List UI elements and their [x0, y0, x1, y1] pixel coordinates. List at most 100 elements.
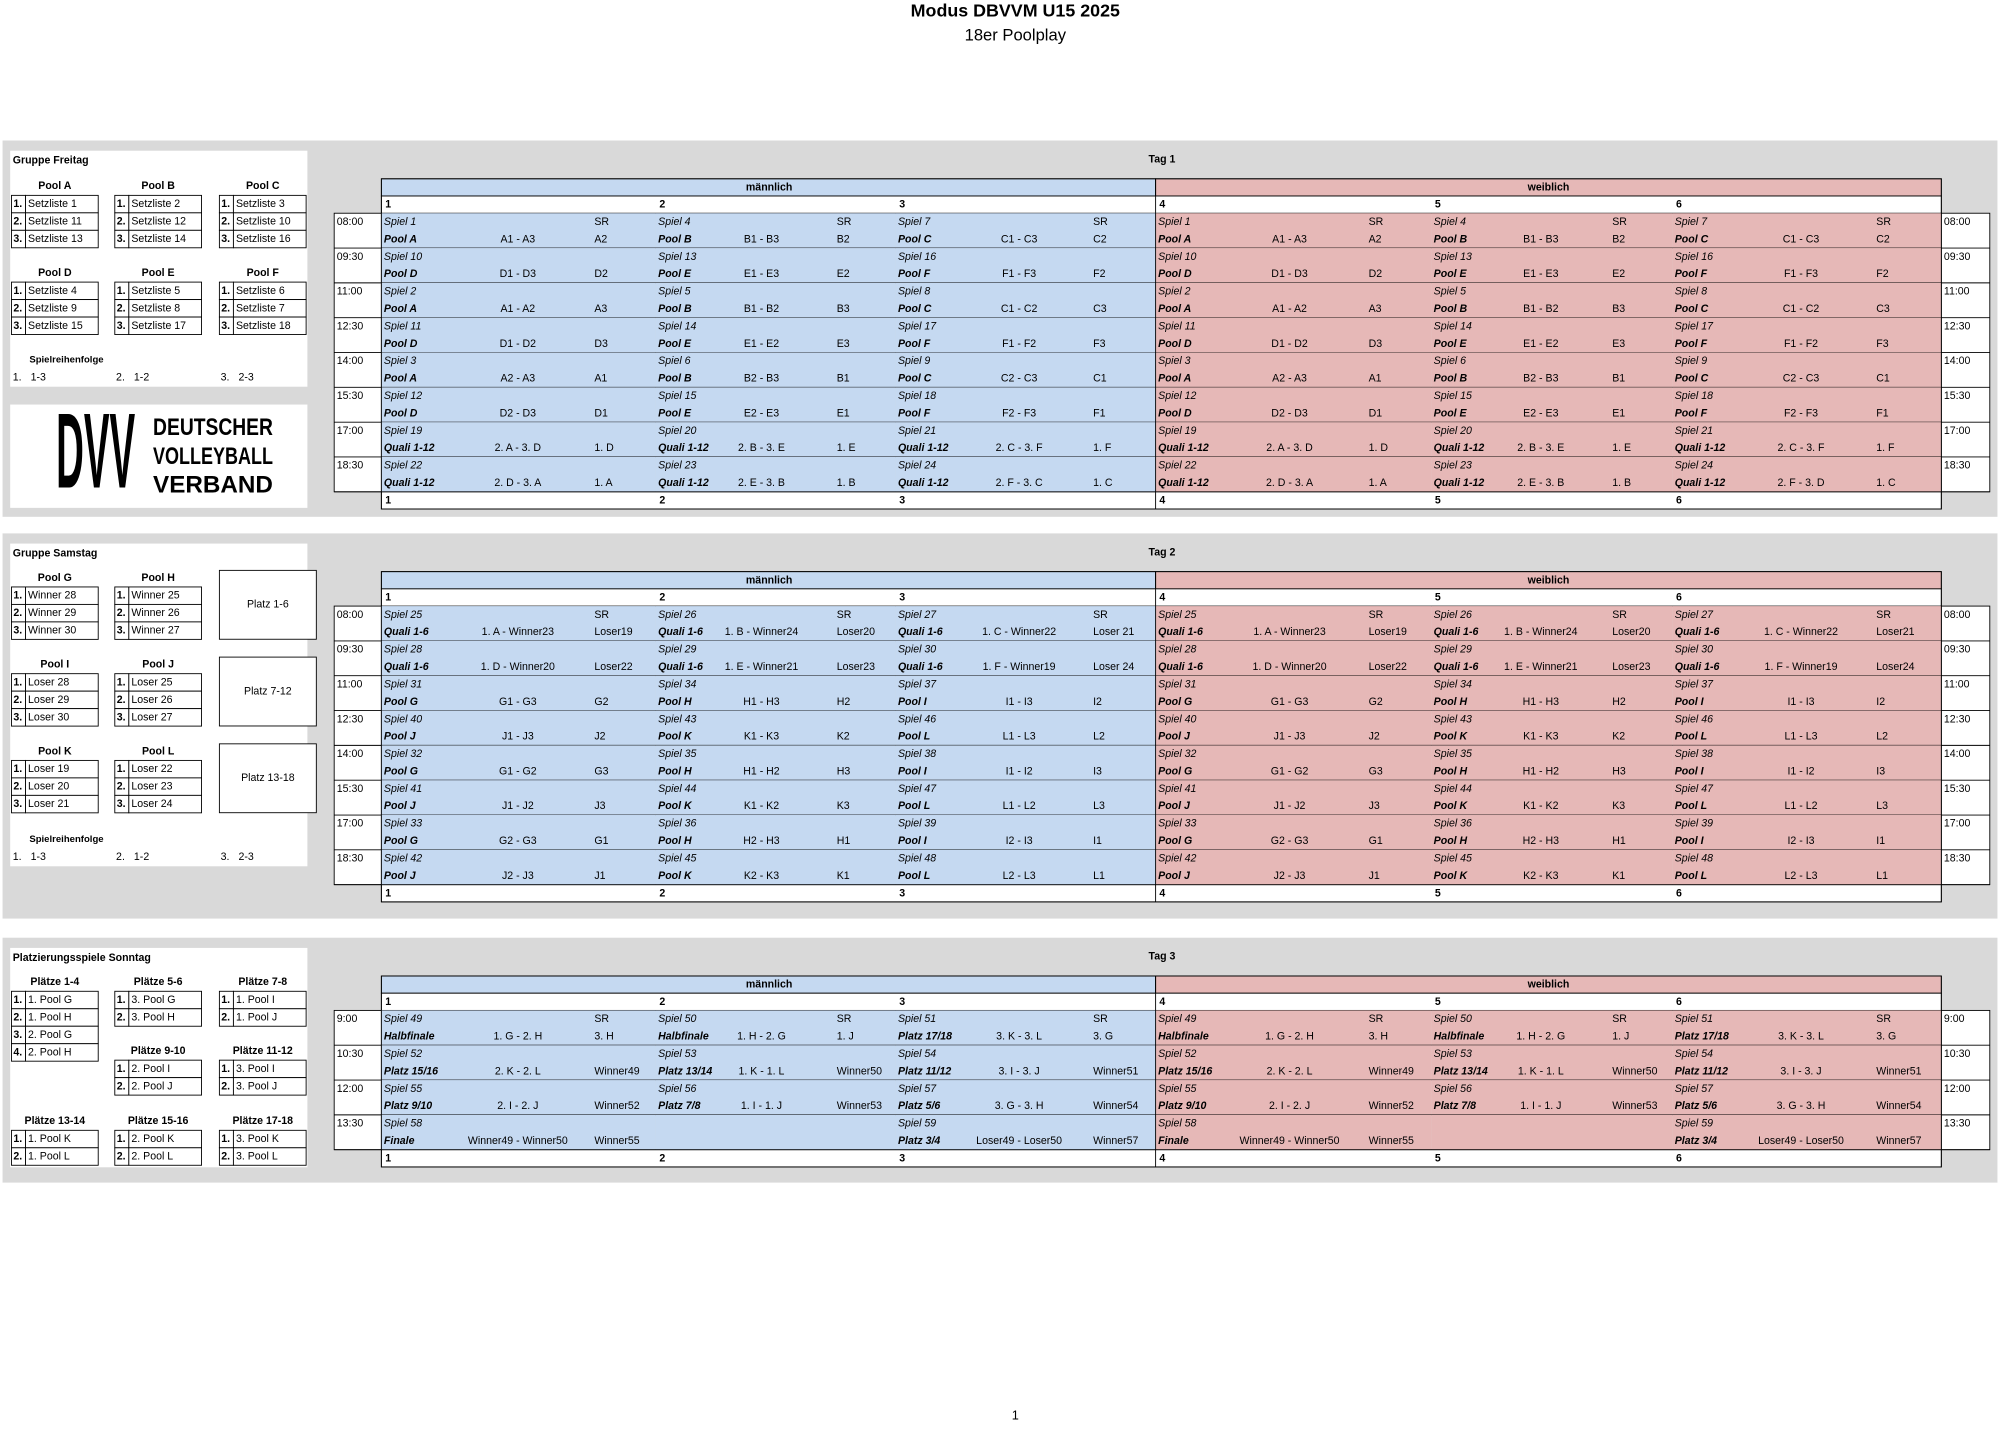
- game-group: Pool L: [898, 800, 930, 812]
- game-number: Spiel 56: [1434, 1083, 1472, 1095]
- game-group: Quali 1-6: [1434, 661, 1479, 673]
- game-referee: Winner49: [594, 1065, 639, 1077]
- game-match: I1 - I3: [1006, 696, 1033, 708]
- game-cell: [381, 849, 656, 885]
- game-group: Pool A: [1158, 233, 1191, 245]
- game-group: Pool L: [898, 870, 930, 882]
- game-group: Platz 9/10: [1158, 1100, 1206, 1112]
- game-match: J2 - J3: [1274, 870, 1306, 882]
- game-cell: [381, 387, 656, 423]
- game-group: Pool J: [384, 870, 417, 882]
- game-match: G1 - G3: [499, 696, 537, 708]
- game-cell: [1155, 815, 1432, 850]
- game-referee: H2: [1612, 696, 1626, 708]
- game-cell: [655, 780, 896, 816]
- court-number: 5: [1435, 1152, 1441, 1164]
- game-cell: [381, 1045, 656, 1081]
- game-group: Pool C: [898, 373, 932, 385]
- game-number: Spiel 6: [658, 355, 690, 367]
- game-group: Pool F: [1675, 338, 1708, 350]
- male-label: männlich: [746, 979, 792, 991]
- game-match: I1 - I3: [1787, 696, 1814, 708]
- game-cell: [1431, 1080, 1673, 1115]
- game-referee: J3: [1369, 800, 1380, 812]
- game-match: 1. H - 2. G: [737, 1030, 786, 1042]
- logo-text: VERBAND: [153, 472, 273, 499]
- court-number: 2: [659, 592, 665, 604]
- game-group: Pool B: [1434, 233, 1468, 245]
- time-label: 12:30: [1944, 713, 1971, 725]
- game-number: Spiel 34: [658, 678, 696, 690]
- game-group: Pool I: [1675, 696, 1705, 708]
- entry-name: 2. Pool H: [28, 1046, 72, 1058]
- game-referee: F3: [1093, 338, 1105, 350]
- game-cell: [1672, 849, 1942, 885]
- placement-box: [218, 569, 317, 640]
- time-label: 17:00: [1944, 425, 1971, 437]
- game-match: H1 - H2: [743, 765, 780, 777]
- referee-header: SR: [837, 216, 852, 228]
- game-group: Pool E: [1434, 407, 1468, 419]
- game-number: Spiel 58: [1158, 1118, 1196, 1130]
- game-referee: D3: [594, 338, 608, 350]
- game-match: Loser49 - Loser50: [976, 1135, 1062, 1147]
- game-group: Quali 1-6: [1675, 661, 1720, 673]
- game-cell: [1155, 640, 1432, 676]
- time-label: 09:30: [1944, 644, 1971, 656]
- game-cell: [381, 213, 656, 249]
- game-referee: 1. B: [1612, 477, 1631, 489]
- game-referee: G3: [1369, 765, 1383, 777]
- game-cell: [1155, 282, 1432, 318]
- order-rank: 1.: [13, 372, 22, 384]
- game-number: Spiel 49: [1158, 1013, 1196, 1025]
- game-match: 1. G - 2. H: [1265, 1030, 1314, 1042]
- game-cell: [1431, 282, 1673, 318]
- court-number: 4: [1159, 1152, 1165, 1164]
- entry-rank: 2.: [117, 1011, 126, 1023]
- game-cell: [895, 640, 1156, 676]
- entry-cell: [128, 1008, 202, 1027]
- game-group: Pool H: [658, 765, 692, 777]
- logo-mark: DVV: [56, 391, 135, 511]
- game-referee: 1. J: [837, 1030, 854, 1042]
- entry-name: Setzliste 10: [236, 216, 291, 228]
- time-label: 17:00: [337, 425, 364, 437]
- game-cell: [381, 352, 656, 388]
- order-rank: 2.: [116, 851, 125, 863]
- game-referee: G1: [594, 835, 608, 847]
- game-match: B1 - B3: [744, 233, 779, 245]
- page-title: Modus DBVVM U15 2025: [911, 0, 1120, 20]
- game-cell: [895, 815, 1156, 850]
- entry-name: Setzliste 11: [28, 216, 82, 228]
- entry-cell: [25, 1043, 99, 1062]
- game-number: Spiel 26: [1434, 609, 1472, 621]
- game-referee: I1: [1093, 835, 1102, 847]
- game-referee: K3: [1612, 800, 1625, 812]
- page-number: 1: [1012, 1407, 1019, 1422]
- group-title: Plätze 15-16: [128, 1115, 189, 1127]
- game-cell: [895, 1010, 1156, 1046]
- game-group: Pool I: [898, 835, 928, 847]
- entry-rank: 1.: [13, 285, 22, 297]
- game-group: Pool H: [658, 835, 692, 847]
- referee-header: SR: [1876, 609, 1891, 621]
- game-group: Pool F: [898, 407, 931, 419]
- game-group: Platz 11/12: [1675, 1065, 1728, 1077]
- game-cell: [1431, 1114, 1673, 1150]
- entry-name: Setzliste 8: [131, 302, 180, 314]
- game-referee: B2: [837, 233, 850, 245]
- game-referee: Loser22: [1369, 661, 1407, 673]
- entry-rank: 3.: [117, 625, 126, 637]
- game-group: Pool A: [1158, 373, 1191, 385]
- game-referee: A1: [1369, 373, 1382, 385]
- game-cell: [381, 456, 656, 492]
- entry-rank: 2.: [13, 781, 22, 793]
- game-referee: F2: [1876, 268, 1888, 280]
- game-number: Spiel 15: [658, 390, 696, 402]
- female-label: weiblich: [1527, 182, 1570, 194]
- entry-rank: 4.: [13, 1046, 22, 1058]
- game-group: Halbfinale: [384, 1030, 435, 1042]
- game-number: Spiel 54: [1675, 1048, 1713, 1060]
- group-title: Pool I: [40, 659, 69, 671]
- game-match: F2 - F3: [1002, 407, 1036, 419]
